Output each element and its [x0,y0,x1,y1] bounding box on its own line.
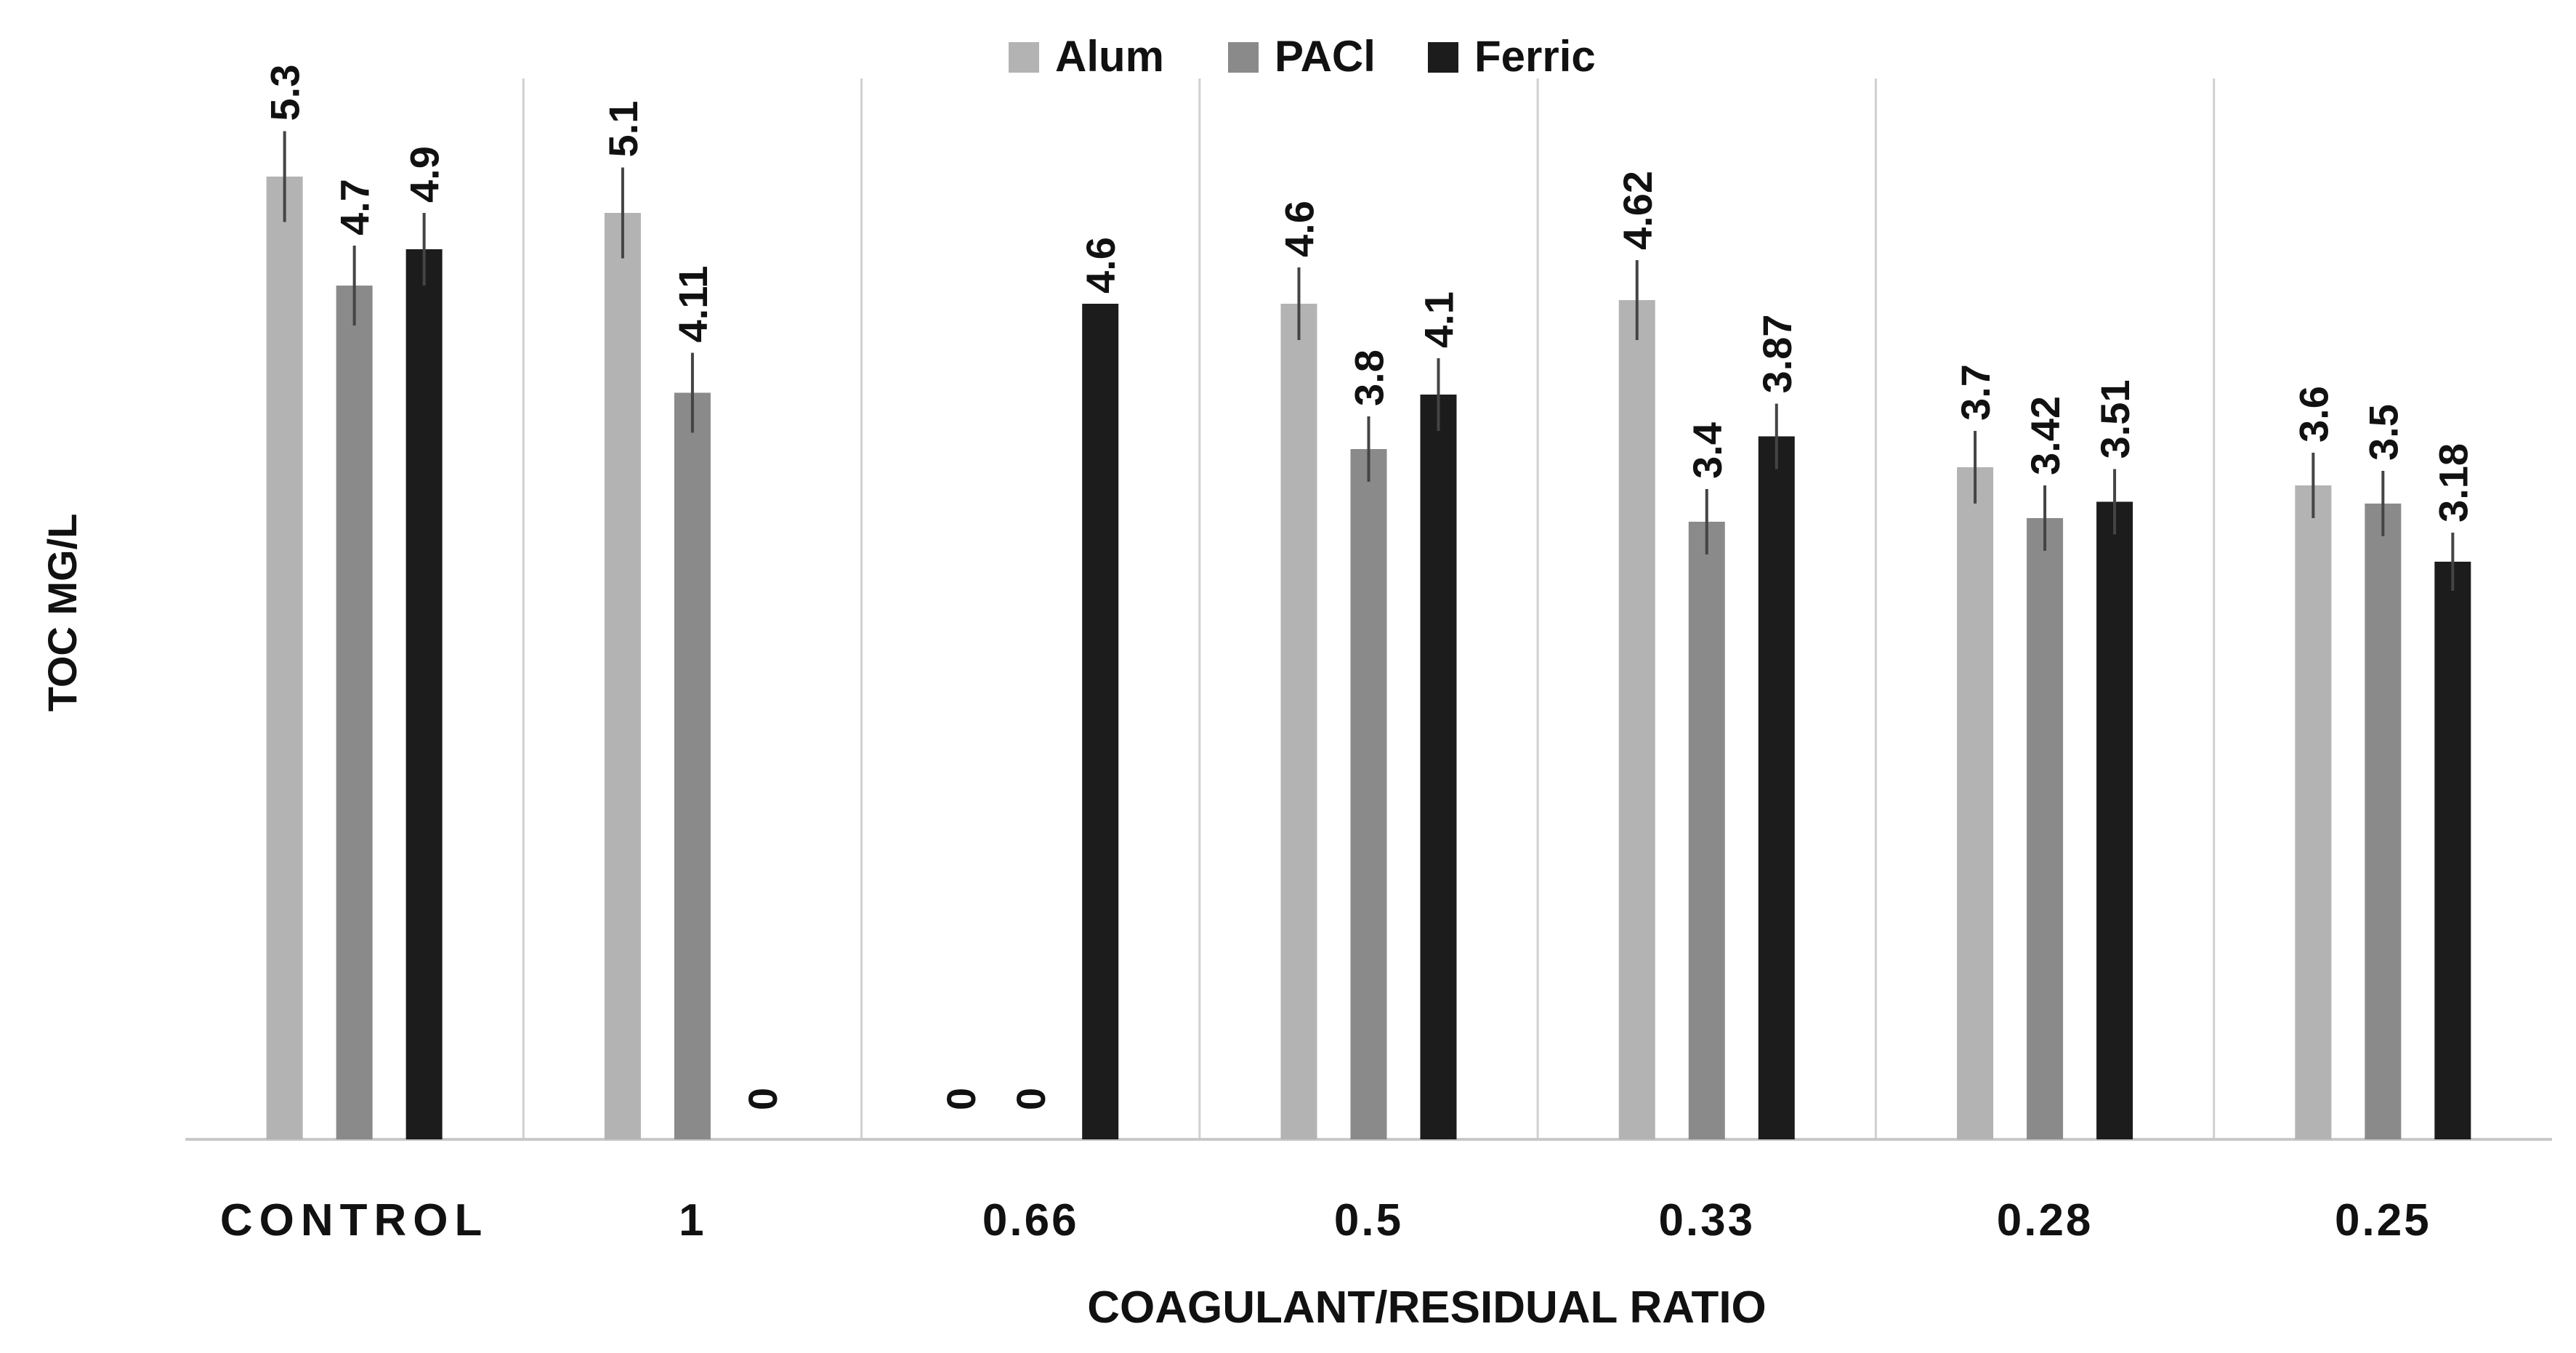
x-tick-label: 0.25 [2335,1195,2431,1245]
bar-alum [1280,304,1317,1139]
data-label: 0 [1008,1088,1054,1110]
data-label: 4.7 [332,179,378,235]
bar-ferric [2434,562,2471,1139]
legend-swatch-alum [1009,42,1039,73]
bar-alum [266,177,303,1139]
bar-ferric [405,249,443,1139]
bar-ferric [1420,395,1457,1139]
legend-label-pacl: PACl [1275,32,1376,81]
data-label: 3.5 [2360,404,2406,461]
data-label: 0 [740,1088,786,1110]
data-label: 5.1 [600,101,646,158]
legend-swatch-pacl [1228,42,1259,73]
value-labels-group: 5.3 4.7 4.9 5.1 4.11 0 0 0 4.6 4.6 3.8 4.1 4.62 3.4 3.… [262,65,2476,1110]
legend: Alum PACl Ferric [1009,32,1596,81]
data-label: 3.42 [2022,396,2068,475]
bar-ferric [1082,304,1119,1139]
bar-alum [1957,467,1994,1139]
bar-pacl [336,286,373,1139]
y-axis-title: TOC MG/L [39,514,85,712]
data-label: 3.6 [2290,386,2336,443]
data-label: 4.62 [1615,171,1660,250]
bars-group [266,177,2471,1139]
data-label: 3.18 [2430,443,2476,522]
x-axis-title: COAGULANT/RESIDUAL RATIO [1087,1283,1767,1333]
legend-swatch-ferric [1428,42,1458,73]
data-label: 4.11 [670,266,716,343]
bar-alum [1618,300,1655,1139]
bar-pacl [2027,518,2064,1139]
x-tick-labels-group: CONTROL 1 0.66 0.5 0.33 0.28 0.25 [220,1195,2431,1245]
bar-alum [2295,485,2332,1139]
bar-pacl [1350,449,1387,1139]
bar-alum [604,213,641,1139]
data-label: 4.6 [1078,237,1123,294]
data-label: 3.8 [1346,350,1392,406]
x-tick-label: CONTROL [220,1195,489,1245]
data-label: 4.6 [1277,201,1323,257]
bar-pacl [674,392,711,1139]
data-label: 3.4 [1684,422,1730,479]
data-label: 3.87 [1754,315,1800,394]
legend-label-ferric: Ferric [1474,32,1596,81]
x-tick-label: 1 [679,1195,706,1245]
x-tick-label: 0.28 [1997,1195,2093,1245]
x-tick-label: 0.5 [1334,1195,1403,1245]
bar-ferric [1758,436,1795,1139]
data-label: 5.3 [262,65,308,121]
error-bars-group [283,131,2455,591]
bar-pacl [1688,522,1725,1139]
x-tick-label: 0.33 [1658,1195,1755,1245]
data-label: 3.7 [1953,364,1998,421]
data-label: 3.51 [2092,380,2138,459]
legend-label-alum: Alum [1055,32,1164,81]
data-label: 4.9 [402,146,448,203]
bar-pacl [2365,504,2402,1139]
bar-ferric [2096,501,2133,1139]
data-label: 0 [938,1088,984,1110]
category-separators [522,78,2216,1139]
x-tick-label: 0.66 [982,1195,1079,1245]
data-label: 4.1 [1416,291,1462,348]
